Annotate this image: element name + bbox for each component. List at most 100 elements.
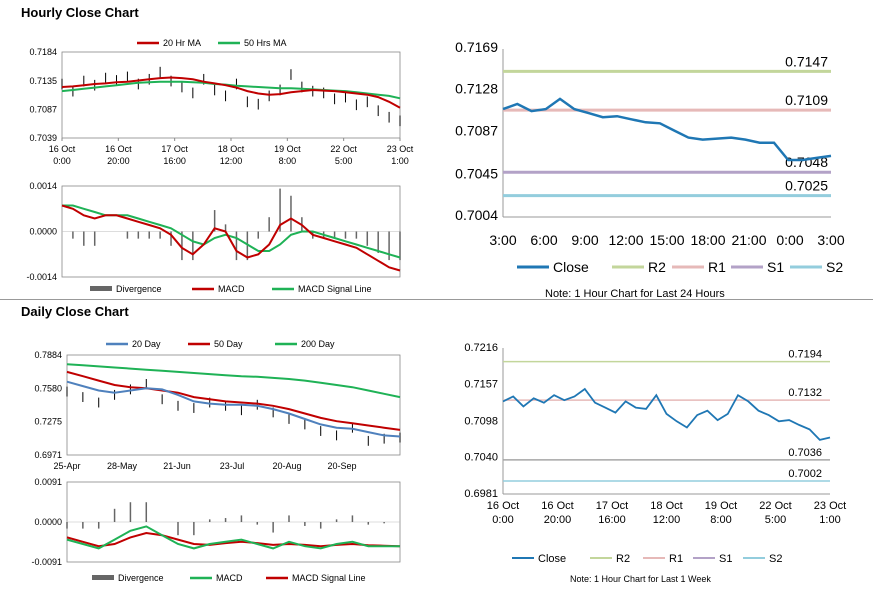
hourly-levels-x-label: 3:00 bbox=[817, 232, 844, 248]
daily-section-title: Daily Close Chart bbox=[21, 304, 129, 319]
daily-levels-x-label-time: 0:00 bbox=[492, 514, 513, 526]
daily-levels-y-tick-label: 0.6981 bbox=[464, 488, 498, 500]
daily-legend-macd-label: MACD bbox=[216, 573, 243, 583]
hourly-price-x-label-time: 12:00 bbox=[220, 156, 243, 166]
daily-levels-x-label-date: 16 Oct bbox=[541, 500, 573, 512]
hourly-price-x-label-date: 17 Oct bbox=[161, 144, 188, 154]
hourly-legend-divergence-swatch bbox=[90, 286, 112, 291]
daily-levels-x-label-time: 1:00 bbox=[819, 514, 840, 526]
hourly-legend-50ma-label: 50 Hrs MA bbox=[244, 38, 287, 48]
hourly-levels-legend-s2-label: S2 bbox=[826, 259, 843, 275]
hourly-levels-close-line bbox=[502, 97, 832, 162]
daily-legend-20d-label: 20 Day bbox=[132, 339, 161, 349]
hourly-legend-macd-label: MACD bbox=[218, 284, 245, 294]
hourly-levels-x-label: 0:00 bbox=[776, 232, 803, 248]
daily-level-s1-label: 0.7036 bbox=[788, 447, 822, 459]
hourly-price-x-label-date: 16 Oct bbox=[105, 144, 132, 154]
hourly-levels-y-tick-label: 0.7045 bbox=[455, 165, 498, 181]
daily-levels-y-tick-label: 0.7157 bbox=[464, 379, 498, 391]
hourly-price-y-tick-label: 0.7039 bbox=[29, 133, 57, 143]
daily-levels-x-label-date: 17 Oct bbox=[596, 500, 628, 512]
daily-price-x-label: 21-Jun bbox=[163, 461, 191, 471]
hourly-price-x-label-time: 8:00 bbox=[279, 156, 297, 166]
hourly-level-r2-label: 0.7147 bbox=[785, 53, 828, 69]
daily-macd-y-tick-label: 0.0091 bbox=[34, 477, 62, 487]
daily-price-y-tick-label: 0.6971 bbox=[34, 450, 62, 460]
daily-legend-200d-label: 200 Day bbox=[301, 339, 335, 349]
daily-levels-x-label-time: 12:00 bbox=[653, 514, 681, 526]
hourly-price-x-label-date: 16 Oct bbox=[49, 144, 76, 154]
daily-levels-x-label-date: 22 Oct bbox=[759, 500, 791, 512]
hourly-levels-y-tick-label: 0.7087 bbox=[455, 122, 498, 138]
daily-level-r1-label: 0.7132 bbox=[788, 387, 822, 399]
hourly-price-x-label-time: 1:00 bbox=[391, 156, 409, 166]
hourly-price-x-label-time: 20:00 bbox=[107, 156, 130, 166]
hourly-price-y-tick-label: 0.7135 bbox=[29, 76, 57, 86]
hourly-level-r1-label: 0.7109 bbox=[785, 92, 828, 108]
daily-legend-divergence-swatch bbox=[92, 575, 114, 580]
hourly-price-x-label-date: 18 Oct bbox=[218, 144, 245, 154]
hourly-levels-x-label: 15:00 bbox=[649, 232, 684, 248]
hourly-levels-x-label: 3:00 bbox=[489, 232, 516, 248]
hourly-macd-line bbox=[61, 204, 401, 272]
hourly-levels-x-label: 6:00 bbox=[530, 232, 557, 248]
hourly-levels-y-tick-label: 0.7169 bbox=[455, 39, 498, 55]
daily-levels-x-label-date: 16 Oct bbox=[487, 500, 519, 512]
hourly-price-20ma-line bbox=[61, 76, 401, 109]
daily-levels-legend-s1-label: S1 bbox=[719, 553, 732, 565]
hourly-price-x-label-time: 16:00 bbox=[163, 156, 186, 166]
daily-levels-x-label-time: 16:00 bbox=[598, 514, 626, 526]
daily-levels-x-label-date: 23 Oct bbox=[814, 500, 846, 512]
daily-price-x-label: 28-May bbox=[107, 461, 138, 471]
daily-price-200d-line bbox=[66, 363, 401, 399]
hourly-price-x-label-date: 22 Oct bbox=[330, 144, 357, 154]
daily-macd-y-tick-label: 0.0000 bbox=[34, 517, 62, 527]
hourly-levels-y-tick-label: 0.7128 bbox=[455, 81, 498, 97]
daily-price-x-label: 20-Sep bbox=[327, 461, 356, 471]
hourly-price-50ma-line bbox=[61, 80, 401, 100]
hourly-legend-signal-label: MACD Signal Line bbox=[298, 284, 372, 294]
hourly-price-y-tick-label: 0.7087 bbox=[29, 105, 57, 115]
daily-levels-legend-close-label: Close bbox=[538, 553, 566, 565]
daily-legend-divergence-label: Divergence bbox=[118, 573, 164, 583]
hourly-levels-x-label: 12:00 bbox=[608, 232, 643, 248]
daily-level-r2-label: 0.7194 bbox=[788, 349, 822, 361]
hourly-macd-y-tick-label: -0.0014 bbox=[26, 272, 57, 282]
hourly-legend-divergence-label: Divergence bbox=[116, 284, 162, 294]
hourly-levels-x-label: 18:00 bbox=[690, 232, 725, 248]
daily-levels-y-tick-label: 0.7098 bbox=[464, 415, 498, 427]
hourly-levels-legend-s1-label: S1 bbox=[767, 259, 784, 275]
hourly-note: Note: 1 Hour Chart for Last 24 Hours bbox=[545, 288, 725, 300]
hourly-levels-legend-r1-label: R1 bbox=[708, 259, 726, 275]
hourly-price-x-label-time: 5:00 bbox=[335, 156, 353, 166]
daily-levels-y-tick-label: 0.7216 bbox=[464, 342, 498, 354]
hourly-levels-x-label: 9:00 bbox=[571, 232, 598, 248]
daily-price-y-tick-label: 0.7884 bbox=[34, 350, 62, 360]
hourly-price-x-label-time: 0:00 bbox=[53, 156, 71, 166]
hourly-price-x-label-date: 19 Oct bbox=[274, 144, 301, 154]
daily-price-y-tick-label: 0.7275 bbox=[34, 417, 62, 427]
daily-price-50d-line bbox=[66, 370, 401, 431]
hourly-section-title: Hourly Close Chart bbox=[21, 5, 139, 20]
daily-macd-line bbox=[66, 525, 400, 550]
daily-legend-signal-label: MACD Signal Line bbox=[292, 573, 366, 583]
daily-macd-y-tick-label: -0.0091 bbox=[31, 557, 62, 567]
hourly-levels-legend-close-label: Close bbox=[553, 259, 589, 275]
hourly-price-x-label-date: 23 Oct bbox=[387, 144, 414, 154]
daily-levels-x-label-date: 18 Oct bbox=[650, 500, 682, 512]
section-divider bbox=[0, 299, 873, 300]
daily-levels-legend-r1-label: R1 bbox=[669, 553, 683, 565]
daily-price-plot-frame bbox=[66, 354, 401, 456]
hourly-price-y-tick-label: 0.7184 bbox=[29, 47, 57, 57]
daily-levels-legend-r2-label: R2 bbox=[616, 553, 630, 565]
daily-price-y-tick-label: 0.7580 bbox=[34, 383, 62, 393]
hourly-levels-y-tick-label: 0.7004 bbox=[455, 207, 498, 223]
daily-levels-y-tick-label: 0.7040 bbox=[464, 451, 498, 463]
daily-price-x-label: 25-Apr bbox=[53, 461, 80, 471]
daily-levels-x-label-time: 8:00 bbox=[710, 514, 731, 526]
daily-macd-signal-line bbox=[66, 531, 401, 548]
daily-level-s2-label: 0.7002 bbox=[788, 468, 822, 480]
daily-levels-x-label-time: 5:00 bbox=[765, 514, 786, 526]
daily-levels-x-label-time: 20:00 bbox=[544, 514, 572, 526]
